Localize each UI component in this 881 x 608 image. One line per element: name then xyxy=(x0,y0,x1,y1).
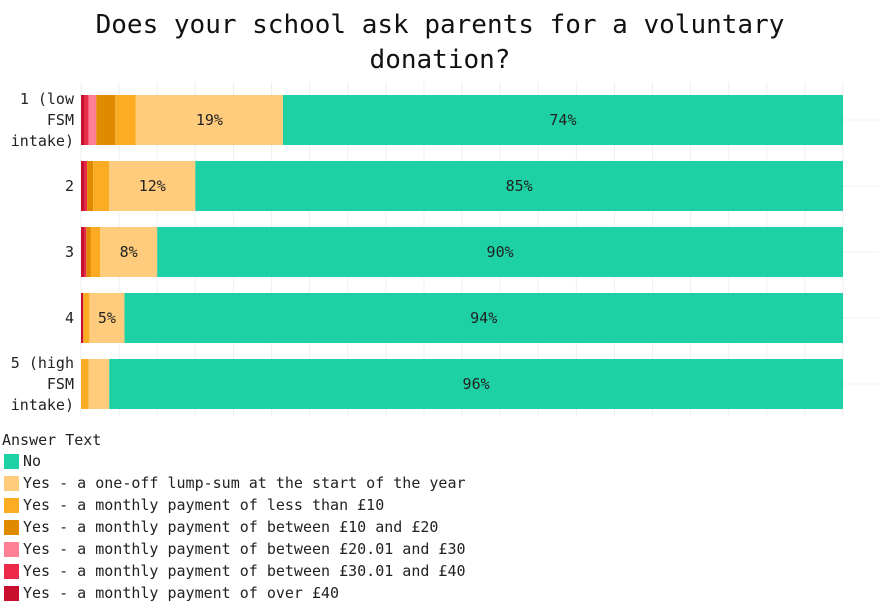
bar-segment xyxy=(81,95,85,145)
legend-swatch xyxy=(4,586,19,601)
legend-title: Answer Text xyxy=(2,431,101,449)
category-label: 5 (high xyxy=(11,354,74,372)
legend-item-label: No xyxy=(23,452,41,470)
bar-segment xyxy=(81,359,89,409)
bar-segment xyxy=(86,227,91,277)
bars xyxy=(81,95,844,409)
data-label: 74% xyxy=(549,111,576,129)
bar-segment xyxy=(100,227,158,277)
category-label: 2 xyxy=(65,177,74,195)
category-label: 4 xyxy=(65,309,74,327)
legend: Answer Text No Yes - a one-off lump-sum at… xyxy=(2,431,466,602)
legend-swatch xyxy=(4,542,19,557)
data-label: 8% xyxy=(120,243,138,261)
data-labels: 19% 12% 8% 5% 74% 85% 90% 94% 96% xyxy=(98,111,577,393)
bar-segment xyxy=(89,293,125,343)
category-labels: 1 (low FSM intake) 2 3 4 5 (high FSM intake) xyxy=(11,90,75,414)
bar-segment xyxy=(81,227,85,277)
bar-segment xyxy=(195,161,844,211)
legend-item-label: Yes - a monthly payment of less than £10 xyxy=(23,496,384,514)
bar-segment xyxy=(109,161,196,211)
bar-segment xyxy=(84,95,89,145)
legend-item-label: Yes - a one-off lump-sum at the start of… xyxy=(23,474,466,492)
bar-segment xyxy=(96,95,116,145)
legend-swatch xyxy=(4,498,19,513)
bar-segment xyxy=(81,161,85,211)
legend-swatch xyxy=(4,564,19,579)
bar-segment xyxy=(93,161,110,211)
bar-segment xyxy=(115,95,136,145)
legend-item-label: Yes - a monthly payment of between £10 a… xyxy=(23,518,438,536)
category-label: FSM xyxy=(47,375,74,393)
legend-swatch xyxy=(4,476,19,491)
chart-title-line: Does your school ask parents for a volun… xyxy=(96,10,785,40)
legend-swatch xyxy=(4,520,19,535)
bar-segment xyxy=(109,359,844,409)
bar-segment xyxy=(135,95,283,145)
bar-segment xyxy=(88,95,97,145)
legend-item-label: Yes - a monthly payment of over £40 xyxy=(23,584,339,602)
bar-segment xyxy=(282,95,843,145)
category-label: 1 (low xyxy=(20,90,75,108)
data-label: 19% xyxy=(196,111,223,129)
data-label: 90% xyxy=(487,243,514,261)
bar-segment xyxy=(84,227,87,277)
chart-title-line: donation? xyxy=(370,45,511,75)
bar-segment xyxy=(83,293,90,343)
legend-item-label: Yes - a monthly payment of between £20.0… xyxy=(23,540,466,558)
category-label: FSM xyxy=(47,111,74,129)
bar-segment xyxy=(84,161,88,211)
bar-segment xyxy=(157,227,843,277)
data-label: 5% xyxy=(98,309,116,327)
category-label: 3 xyxy=(65,243,74,261)
legend-swatch xyxy=(4,454,19,469)
bar-segment xyxy=(124,293,843,343)
data-label: 96% xyxy=(463,375,490,393)
bar-segment xyxy=(90,227,101,277)
bar-segment xyxy=(81,293,84,343)
bar-segment xyxy=(88,359,110,409)
legend-item-label: Yes - a monthly payment of between £30.0… xyxy=(23,562,466,580)
data-label: 12% xyxy=(139,177,166,195)
category-label: intake) xyxy=(11,396,74,414)
bar-segment xyxy=(87,161,94,211)
chart-title: Does your school ask parents for a volun… xyxy=(96,10,785,75)
data-label: 94% xyxy=(470,309,497,327)
data-label: 85% xyxy=(506,177,533,195)
category-label: intake) xyxy=(11,132,74,150)
